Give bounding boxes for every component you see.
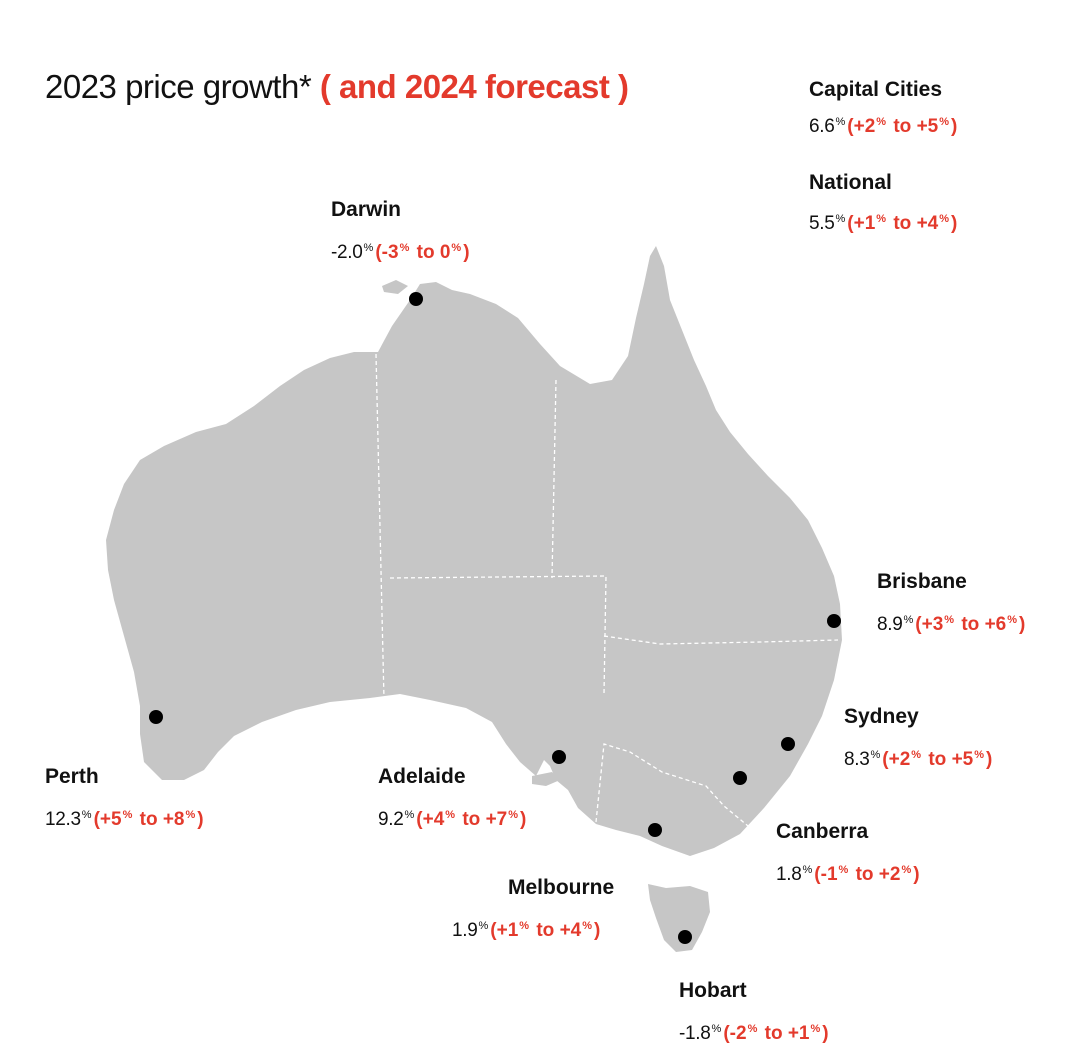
- label-canberra: Canberra 1.8% (-1% to +2%): [776, 820, 920, 885]
- growth-value: 5.5: [809, 213, 835, 234]
- label-hobart: Hobart -1.8% (-2% to +1%): [679, 979, 829, 1044]
- forecast-range: (+1% to +4%): [847, 213, 958, 234]
- label-name: Capital Cities: [809, 78, 943, 101]
- growth-value: 6.6: [809, 116, 835, 137]
- label-name: Adelaide: [378, 765, 466, 788]
- title-main: 2023 price growth*: [45, 68, 312, 105]
- label-name: Canberra: [776, 820, 869, 843]
- tasmania: [648, 884, 710, 952]
- growth-value: 1.8: [776, 864, 802, 885]
- forecast-range: (-1% to +2%): [814, 864, 920, 885]
- growth-value: -1.8: [679, 1023, 711, 1044]
- melville-island: [382, 280, 408, 294]
- label-perth: Perth 12.3% (+5% to +8%): [45, 765, 204, 830]
- growth-value: 9.2: [378, 809, 404, 830]
- label-sydney: Sydney 8.3% (+2% to +5%): [844, 705, 993, 770]
- forecast-range: (+4% to +7%): [416, 809, 527, 830]
- label-capital-cities: Capital Cities 6.6% (+2% to +5%): [809, 78, 958, 137]
- growth-value: 12.3: [45, 809, 81, 830]
- chart-title: 2023 price growth* ( and 2024 forecast ): [45, 68, 629, 106]
- kangaroo-island: [532, 772, 560, 786]
- brisbane-marker: [827, 614, 841, 628]
- state-borders: [375, 353, 839, 827]
- label-name: Perth: [45, 765, 99, 788]
- label-name: National: [809, 171, 892, 194]
- label-adelaide: Adelaide 9.2% (+4% to +7%): [378, 765, 527, 830]
- growth-value: 8.9: [877, 614, 903, 635]
- title-forecast: ( and 2024 forecast ): [319, 68, 629, 105]
- forecast-range: (+2% to +5%): [847, 116, 958, 137]
- label-darwin: Darwin -2.0% (-3% to 0%): [331, 198, 470, 263]
- growth-value: -2.0: [331, 242, 363, 263]
- label-name: Darwin: [331, 198, 402, 221]
- growth-value: 8.3: [844, 749, 870, 770]
- forecast-range: (+5% to +8%): [93, 809, 204, 830]
- hobart-marker: [678, 930, 692, 944]
- label-name: Melbourne: [508, 876, 615, 899]
- perth-marker: [149, 710, 163, 724]
- forecast-range: (+2% to +5%): [882, 749, 993, 770]
- label-name: Sydney: [844, 705, 919, 728]
- growth-value: 1.9: [452, 920, 478, 941]
- label-name: Brisbane: [877, 570, 967, 593]
- forecast-range: (+1% to +4%): [490, 920, 601, 941]
- darwin-marker: [409, 292, 423, 306]
- label-brisbane: Brisbane 8.9% (+3% to +6%): [877, 570, 1026, 635]
- label-name: Hobart: [679, 979, 747, 1002]
- forecast-range: (+3% to +6%): [915, 614, 1026, 635]
- melbourne-marker: [648, 823, 662, 837]
- forecast-range: (-3% to 0%): [375, 242, 470, 263]
- forecast-range: (-2% to +1%): [723, 1023, 829, 1044]
- mainland-australia: [106, 246, 842, 856]
- canberra-marker: [733, 771, 747, 785]
- sydney-marker: [781, 737, 795, 751]
- label-melbourne: Melbourne 1.9% (+1% to +4%): [452, 876, 615, 941]
- adelaide-marker: [552, 750, 566, 764]
- label-national: National 5.5% (+1% to +4%): [809, 171, 958, 234]
